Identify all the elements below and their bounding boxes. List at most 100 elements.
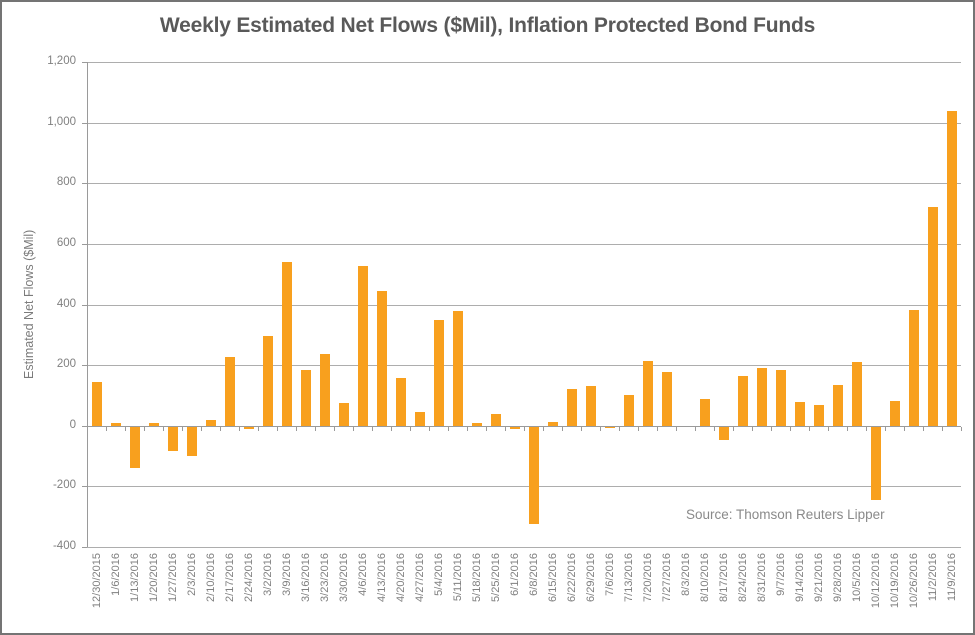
gridline-1200 [87, 62, 961, 63]
y-tick-label: -200 [52, 479, 76, 492]
bar-10-12-2016 [870, 426, 881, 501]
bar-9-14-2016 [794, 401, 805, 426]
y-axis-line [87, 62, 88, 547]
bar-7-27-2016 [661, 372, 672, 426]
x-axis-tick [923, 426, 924, 431]
x-axis-tick [524, 426, 525, 431]
bar-8-10-2016 [699, 399, 710, 426]
x-tick-label: 9/14/2016 [793, 553, 806, 602]
x-axis-tick [182, 426, 183, 431]
gridline-1000 [87, 122, 961, 124]
x-axis-tick [866, 426, 867, 431]
x-tick-label: 8/3/2016 [679, 553, 692, 596]
x-axis-tick [201, 426, 202, 431]
bar-11-9-2016 [946, 110, 957, 426]
x-tick-label: 9/7/2016 [774, 553, 787, 596]
x-tick-label: 5/25/2016 [489, 553, 502, 602]
x-axis-tick [410, 426, 411, 431]
x-axis-tick [657, 426, 658, 431]
plot-area [82, 62, 962, 548]
x-axis-tick [961, 426, 962, 431]
x-tick-label: 9/21/2016 [812, 553, 825, 602]
x-axis-tick [391, 426, 392, 431]
y-axis-tick [82, 243, 87, 245]
x-tick-label: 3/23/2016 [318, 553, 331, 602]
bar-7-20-2016 [642, 361, 653, 426]
y-tick-label: 0 [69, 418, 76, 431]
bar-8-17-2016 [718, 426, 729, 441]
bar-3-23-2016 [319, 353, 330, 426]
bar-8-24-2016 [737, 375, 748, 426]
x-tick-label: 7/13/2016 [622, 553, 635, 602]
bar-10-26-2016 [908, 309, 919, 426]
x-axis-tick [505, 426, 506, 431]
x-tick-label: 4/6/2016 [356, 553, 369, 596]
bar-5-4-2016 [433, 319, 444, 426]
y-tick-label: 200 [56, 358, 76, 371]
x-tick-label: 3/16/2016 [299, 553, 312, 602]
category-axis-line [87, 425, 961, 427]
x-tick-label: 8/17/2016 [717, 553, 730, 602]
y-tick-label: 600 [56, 236, 76, 249]
x-tick-label: 11/9/2016 [945, 553, 958, 602]
x-axis-tick [486, 426, 487, 431]
x-axis-tick [733, 426, 734, 431]
y-axis-tick [82, 486, 87, 488]
chart-title: Weekly Estimated Net Flows ($Mil), Infla… [159, 14, 816, 37]
bar-8-31-2016 [756, 367, 767, 426]
x-tick-label: 3/9/2016 [280, 553, 293, 596]
x-axis-tick [125, 426, 126, 431]
x-axis-tick [752, 426, 753, 431]
gridline--400 [87, 547, 961, 548]
x-axis-tick [334, 426, 335, 431]
bar-1-13-2016 [129, 426, 140, 468]
bar-2-3-2016 [186, 426, 197, 456]
y-axis-tick [82, 183, 87, 185]
y-axis-tick [82, 304, 87, 306]
x-axis-tick [144, 426, 145, 431]
x-axis-tick [790, 426, 791, 431]
x-axis-tick [163, 426, 164, 431]
bar-9-28-2016 [832, 384, 843, 426]
bar-9-7-2016 [775, 369, 786, 426]
bar-6-1-2016 [509, 426, 520, 430]
bar-7-6-2016 [604, 426, 615, 429]
x-axis-tick [448, 426, 449, 431]
bar-5-25-2016 [490, 414, 501, 426]
x-tick-label: 2/24/2016 [242, 553, 255, 602]
bar-6-15-2016 [547, 421, 558, 426]
x-axis-tick [695, 426, 696, 431]
x-tick-label: 5/4/2016 [432, 553, 445, 596]
x-tick-label: 5/18/2016 [470, 553, 483, 602]
x-tick-label: 8/31/2016 [755, 553, 768, 602]
y-axis-tick [82, 425, 87, 427]
gridline-800 [87, 183, 961, 185]
x-axis-tick [942, 426, 943, 431]
x-tick-label: 6/15/2016 [546, 553, 559, 602]
bar-9-21-2016 [813, 405, 824, 426]
x-axis-tick [562, 426, 563, 431]
bar-6-29-2016 [585, 386, 596, 426]
x-axis-tick [676, 426, 677, 431]
x-axis-tick [220, 426, 221, 431]
x-axis-tick [315, 426, 316, 431]
bar-1-20-2016 [148, 423, 159, 426]
y-axis-tick [82, 122, 87, 124]
x-tick-label: 1/6/2016 [109, 553, 122, 596]
x-axis-tick [277, 426, 278, 431]
y-tick-label: -400 [52, 540, 76, 552]
x-tick-label: 6/1/2016 [508, 553, 521, 596]
x-tick-label: 10/12/2016 [869, 553, 882, 609]
y-axis-tick [82, 62, 87, 63]
x-axis-tick [467, 426, 468, 431]
x-tick-label: 6/8/2016 [527, 553, 540, 596]
x-tick-label: 1/20/2016 [147, 553, 160, 602]
x-axis-tick [847, 426, 848, 431]
x-tick-label: 9/28/2016 [831, 553, 844, 602]
bar-2-24-2016 [243, 426, 254, 430]
x-tick-label: 2/3/2016 [185, 553, 198, 596]
x-tick-label: 7/6/2016 [603, 553, 616, 596]
bar-10-5-2016 [851, 362, 862, 426]
x-axis-tick [258, 426, 259, 431]
